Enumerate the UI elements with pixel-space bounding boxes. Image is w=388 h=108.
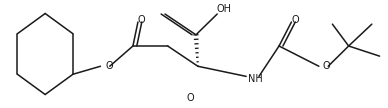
Text: O: O <box>106 61 114 71</box>
Text: O: O <box>322 61 330 71</box>
Text: O: O <box>137 15 145 25</box>
Text: O: O <box>186 93 194 103</box>
Text: O: O <box>291 15 299 25</box>
Text: NH: NH <box>248 74 263 83</box>
Text: OH: OH <box>217 4 231 14</box>
